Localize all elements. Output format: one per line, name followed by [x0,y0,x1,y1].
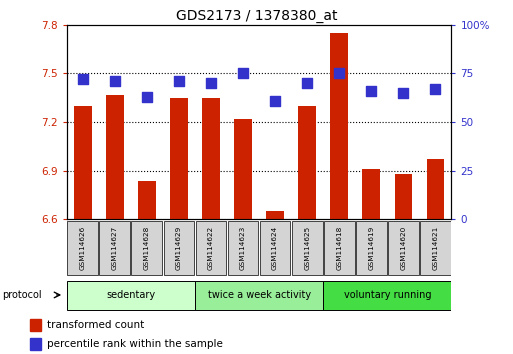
Text: twice a week activity: twice a week activity [207,290,311,300]
Point [303,80,311,86]
FancyBboxPatch shape [164,221,194,275]
Text: percentile rank within the sample: percentile rank within the sample [47,339,223,349]
Point [239,70,247,76]
Point [175,78,183,84]
Text: GDS2173 / 1378380_at: GDS2173 / 1378380_at [176,9,337,23]
FancyBboxPatch shape [260,221,290,275]
Text: protocol: protocol [3,290,42,300]
Bar [266,211,284,219]
Text: GSM114627: GSM114627 [112,226,118,270]
FancyBboxPatch shape [324,221,354,275]
Text: GSM114622: GSM114622 [208,226,214,270]
Text: GSM114625: GSM114625 [304,226,310,270]
FancyBboxPatch shape [420,221,451,275]
Text: GSM114629: GSM114629 [176,226,182,270]
Text: voluntary running: voluntary running [344,290,431,300]
FancyBboxPatch shape [292,221,323,275]
FancyBboxPatch shape [228,221,259,275]
Text: GSM114618: GSM114618 [336,226,342,270]
FancyBboxPatch shape [131,221,162,275]
Bar [30,338,41,350]
Bar [30,319,41,331]
Bar [394,174,412,219]
Text: GSM114628: GSM114628 [144,226,150,270]
FancyBboxPatch shape [195,281,323,310]
Bar [234,119,252,219]
Point [207,80,215,86]
Bar [106,95,124,219]
Bar [427,159,444,219]
Bar [74,106,91,219]
Point [431,86,440,92]
Point [367,88,376,94]
Bar [363,169,380,219]
Bar [138,181,155,219]
Point [335,70,343,76]
FancyBboxPatch shape [195,221,226,275]
Bar [170,98,188,219]
Text: sedentary: sedentary [106,290,155,300]
Point [271,98,279,103]
Bar [299,106,316,219]
Point [78,76,87,82]
FancyBboxPatch shape [356,221,387,275]
Text: GSM114620: GSM114620 [400,226,406,270]
Text: GSM114626: GSM114626 [80,226,86,270]
Bar [330,33,348,219]
FancyBboxPatch shape [67,281,195,310]
FancyBboxPatch shape [100,221,130,275]
Point [111,78,119,84]
Point [399,90,407,96]
Point [143,94,151,99]
FancyBboxPatch shape [323,281,451,310]
Text: GSM114619: GSM114619 [368,226,374,270]
Text: GSM114621: GSM114621 [432,226,439,270]
Text: transformed count: transformed count [47,320,145,330]
Text: GSM114623: GSM114623 [240,226,246,270]
FancyBboxPatch shape [388,221,419,275]
Bar [202,98,220,219]
Text: GSM114624: GSM114624 [272,226,278,270]
FancyBboxPatch shape [67,221,98,275]
